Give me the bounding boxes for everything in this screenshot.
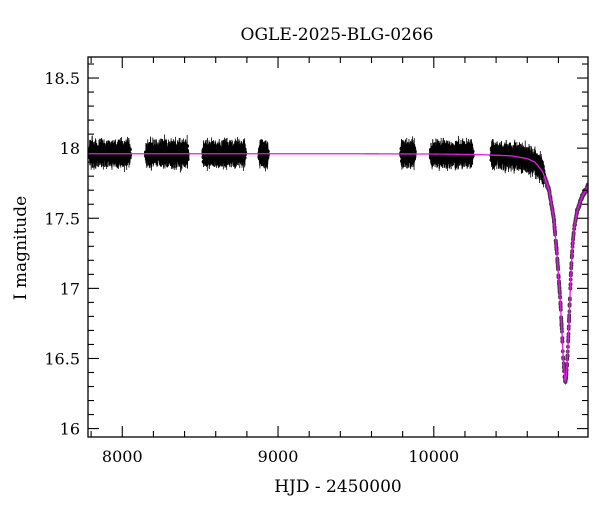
data-point bbox=[241, 149, 246, 154]
data-point bbox=[442, 149, 447, 154]
data-point bbox=[263, 160, 268, 165]
data-point bbox=[181, 153, 186, 158]
data-point bbox=[237, 154, 242, 158]
data-point bbox=[209, 148, 214, 153]
data-point bbox=[465, 160, 470, 164]
data-point bbox=[121, 156, 125, 161]
data-point bbox=[88, 150, 92, 154]
data-point bbox=[210, 155, 215, 160]
data-point bbox=[184, 150, 188, 154]
data-point bbox=[406, 153, 411, 158]
data-point bbox=[443, 155, 448, 160]
data-point bbox=[411, 155, 415, 159]
data-point bbox=[429, 154, 433, 159]
data-point bbox=[435, 146, 440, 151]
data-point bbox=[127, 147, 132, 151]
data-point bbox=[240, 154, 245, 158]
data-point bbox=[115, 156, 120, 161]
data-point bbox=[227, 155, 232, 159]
data-point bbox=[162, 142, 167, 147]
data-point bbox=[169, 156, 174, 161]
data-point bbox=[205, 158, 210, 162]
data-point bbox=[264, 144, 268, 148]
data-point bbox=[453, 158, 458, 163]
data-point bbox=[201, 159, 206, 164]
data-point bbox=[221, 146, 225, 150]
data-point bbox=[96, 155, 101, 160]
data-point bbox=[401, 154, 405, 158]
data-point bbox=[263, 153, 267, 158]
data-point bbox=[261, 147, 266, 151]
data-point bbox=[214, 149, 219, 154]
data-point bbox=[112, 147, 116, 151]
data-points bbox=[88, 142, 588, 384]
data-point bbox=[400, 159, 404, 164]
data-point bbox=[234, 147, 239, 152]
data-point bbox=[204, 145, 209, 150]
error-bars bbox=[89, 134, 588, 385]
data-point bbox=[399, 146, 404, 151]
data-point bbox=[464, 143, 469, 148]
data-point bbox=[88, 155, 92, 160]
data-point bbox=[117, 145, 122, 149]
data-point bbox=[124, 154, 128, 159]
data-point bbox=[90, 144, 94, 149]
data-point bbox=[456, 156, 461, 161]
data-point bbox=[120, 149, 125, 154]
data-point bbox=[237, 149, 242, 153]
data-point bbox=[429, 149, 434, 153]
plot-area bbox=[88, 134, 588, 385]
data-point bbox=[231, 149, 236, 154]
data-point bbox=[468, 147, 472, 152]
data-point bbox=[441, 159, 445, 164]
data-point bbox=[431, 145, 436, 150]
data-point bbox=[98, 146, 103, 151]
data-point bbox=[437, 159, 442, 164]
data-point bbox=[166, 147, 171, 151]
data-point bbox=[261, 150, 266, 154]
data-point bbox=[460, 156, 464, 161]
data-point bbox=[258, 155, 263, 160]
data-point bbox=[217, 144, 222, 149]
data-point bbox=[231, 154, 236, 159]
data-point bbox=[202, 153, 207, 158]
data-point bbox=[157, 154, 162, 159]
data-point bbox=[469, 150, 474, 155]
data-point bbox=[183, 145, 188, 150]
data-point bbox=[161, 156, 166, 161]
data-point bbox=[410, 145, 415, 150]
chart-title: OGLE-2025-BLG-0266 bbox=[241, 25, 434, 45]
data-point bbox=[214, 153, 218, 158]
data-point bbox=[457, 144, 461, 149]
data-point bbox=[453, 155, 457, 159]
data-point bbox=[445, 158, 450, 163]
data-point bbox=[206, 154, 210, 159]
data-point bbox=[258, 149, 263, 154]
data-point bbox=[439, 149, 444, 154]
data-point bbox=[112, 154, 116, 159]
data-point bbox=[232, 158, 237, 162]
data-point bbox=[124, 148, 129, 153]
data-point bbox=[446, 150, 451, 154]
data-point bbox=[459, 148, 463, 152]
data-point bbox=[125, 144, 130, 149]
